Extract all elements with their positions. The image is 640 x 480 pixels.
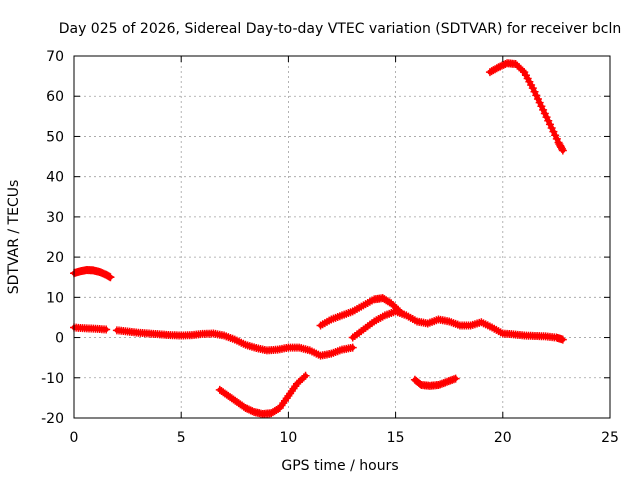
data-point [299,373,308,382]
data-point [530,87,539,96]
data-point [497,61,506,70]
y-axis-label: SDTVAR / TECUs [6,180,22,295]
data-point [244,405,253,414]
data-point [537,102,546,111]
series-arc-d [215,371,310,418]
data-point [494,63,503,72]
data-point [499,60,508,69]
data-point [528,84,537,93]
data-point [540,109,549,118]
plot-frame [73,55,611,419]
data-point [552,134,561,143]
y-tick-label: 30 [46,210,64,226]
grid-lines [74,56,610,418]
series-trace [217,373,309,417]
data-point [492,64,501,73]
data-point [542,113,551,122]
data-point [451,374,460,383]
data-point [348,343,357,352]
data-point [539,105,548,114]
x-tick-label: 5 [177,430,186,446]
data-point [248,407,257,416]
x-tick-label: 0 [70,430,79,446]
data-point [558,335,567,344]
data-point [547,123,556,132]
data-point [243,404,252,413]
series-arc-g [410,374,460,390]
chart-title: Day 025 of 2026, Sidereal Day-to-day VTE… [59,21,622,37]
data-point [557,144,566,153]
data-point [102,325,111,334]
axis-ticks: 0 5 10 15 20 25 -20 -10 0 10 20 30 40 50 60 70 [41,49,619,446]
data-point [533,95,542,104]
y-tick-label: 10 [46,290,64,306]
y-tick-label: 20 [46,250,64,266]
y-tick-label: -10 [41,371,64,387]
data-point [551,131,560,140]
x-tick-label: 15 [387,430,405,446]
x-axis-label: GPS time / hours [281,458,398,474]
data-point [545,120,554,129]
series-arc-a [70,265,115,282]
data-point [106,273,115,282]
data-point [496,62,505,71]
data-point [301,371,310,380]
data-point [558,146,567,155]
series-arc-b [70,323,111,334]
y-tick-label: -20 [41,411,64,427]
data-point [532,91,541,100]
data-series [70,59,567,418]
x-tick-label: 25 [601,430,619,446]
data-point [549,127,558,136]
y-tick-label: 40 [46,170,64,186]
data-point [518,66,527,75]
series-arc-c [112,326,357,360]
x-tick-label: 10 [279,430,297,446]
y-tick-label: 50 [46,129,64,145]
data-point [241,403,250,412]
data-point [246,406,255,415]
data-point [544,116,553,125]
series-arc-f [348,307,567,344]
data-point [274,404,283,413]
series-arc-h [485,59,567,155]
y-tick-label: 70 [46,49,64,65]
y-tick-label: 60 [46,89,64,105]
y-tick-label: 0 [55,331,64,347]
data-point [535,98,544,107]
x-tick-label: 20 [494,430,512,446]
